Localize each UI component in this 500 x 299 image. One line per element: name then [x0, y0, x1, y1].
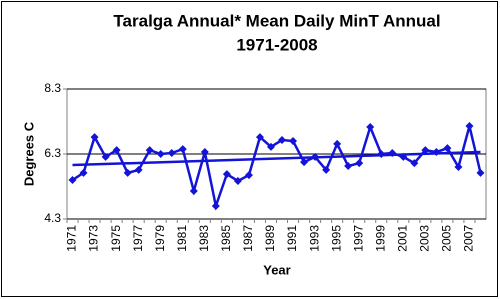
- x-tick-label: 2001: [395, 225, 409, 252]
- x-tick-label: 1979: [153, 225, 167, 252]
- x-tick-label: 2007: [462, 225, 476, 252]
- data-point: [167, 149, 176, 158]
- data-point: [355, 159, 364, 168]
- chart-subtitle: 1971-2008: [236, 35, 317, 54]
- x-tick-label: 1987: [241, 225, 255, 252]
- x-tick-label: 1983: [197, 225, 211, 252]
- data-point: [333, 139, 342, 148]
- y-tick-label: 4.3: [44, 211, 61, 225]
- data-point: [101, 152, 110, 161]
- x-tick-label: 1999: [373, 225, 387, 252]
- x-tick-label: 1989: [263, 225, 277, 252]
- x-tick-label: 2005: [440, 225, 454, 252]
- data-point: [421, 146, 430, 155]
- data-point: [134, 165, 143, 174]
- x-tick-label: 1995: [329, 225, 343, 252]
- data-point: [244, 171, 253, 180]
- y-axis-title: Degrees C: [21, 121, 36, 186]
- y-tick-label: 6.3: [44, 146, 61, 160]
- data-point: [465, 122, 474, 131]
- data-point: [112, 146, 121, 155]
- data-point: [68, 176, 77, 184]
- chart-title: Taralga Annual* Mean Daily MinT Annual: [113, 11, 440, 30]
- data-point: [233, 176, 242, 185]
- data-point: [79, 168, 88, 177]
- x-tick-label: 1981: [175, 225, 189, 252]
- data-point: [278, 136, 287, 145]
- x-tick-label: 1985: [219, 225, 233, 252]
- data-point: [266, 142, 275, 151]
- x-tick-label: 1997: [351, 225, 365, 252]
- trend-line: [72, 150, 481, 167]
- data-point: [90, 133, 99, 142]
- data-point: [123, 168, 132, 177]
- data-point: [322, 165, 331, 174]
- x-tick-label: 1971: [65, 225, 79, 252]
- data-point: [443, 144, 452, 153]
- x-tick-label: 1993: [307, 225, 321, 252]
- data-point: [200, 148, 209, 157]
- x-axis-title: Year: [263, 262, 290, 277]
- data-point: [454, 163, 463, 171]
- data-point: [476, 168, 485, 177]
- data-point: [300, 158, 309, 167]
- x-tick-label: 1973: [87, 225, 101, 252]
- data-point: [145, 146, 154, 155]
- data-point: [366, 123, 375, 132]
- data-point: [222, 170, 231, 179]
- data-point: [189, 187, 198, 196]
- data-point: [211, 202, 220, 210]
- x-tick-label: 1977: [131, 225, 145, 252]
- y-tick-label: 8.3: [44, 81, 61, 95]
- data-point: [255, 133, 264, 142]
- x-tick-label: 2003: [418, 225, 432, 252]
- data-point: [344, 162, 353, 171]
- x-tick-label: 1991: [285, 225, 299, 252]
- data-point: [289, 137, 298, 145]
- data-point: [178, 145, 187, 154]
- data-point: [156, 150, 165, 158]
- x-tick-label: 1975: [109, 225, 123, 252]
- data-point: [410, 159, 419, 168]
